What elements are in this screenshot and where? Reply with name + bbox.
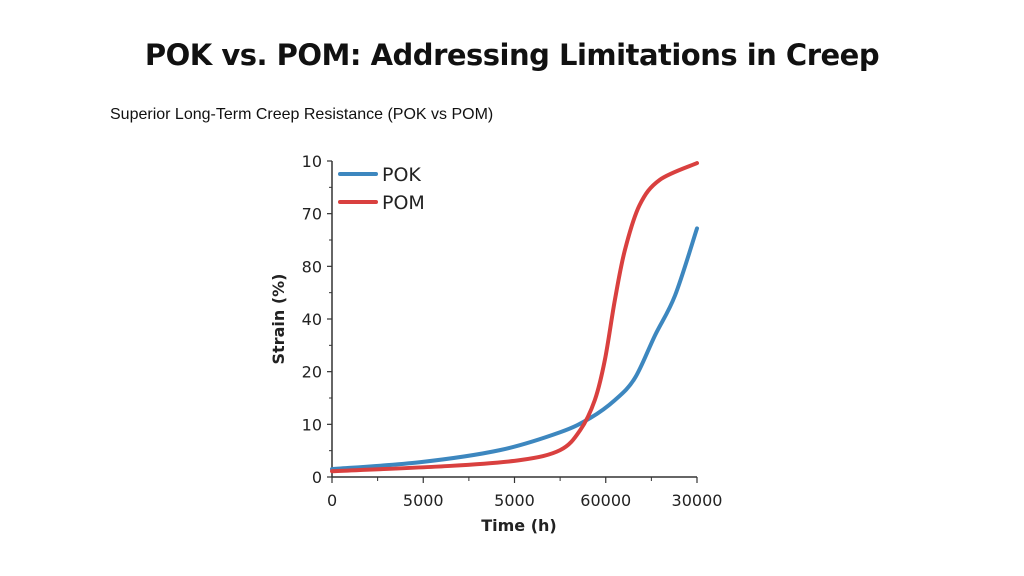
legend-label-pom: POM [382, 192, 425, 214]
x-tick-label: 60000 [580, 491, 631, 510]
legend-label-pok: POK [382, 164, 421, 186]
slide-title: POK vs. POM: Addressing Limitations in C… [144, 38, 880, 72]
x-tick-label: 5000 [494, 491, 535, 510]
x-axis-label: Time (h) [481, 516, 557, 535]
chart-subtitle: Superior Long-Term Creep Resistance (POK… [110, 106, 494, 123]
y-tick-label: 80 [302, 257, 322, 276]
y-tick-label: 0 [312, 468, 322, 487]
x-tick-label: 0 [327, 491, 337, 510]
y-tick-label: 20 [302, 363, 322, 382]
y-tick-label: 40 [302, 310, 322, 329]
series-line-pom [330, 161, 699, 474]
x-tick-label: 5000 [403, 491, 444, 510]
x-tick-label: 30000 [672, 491, 723, 510]
y-tick-label: 70 [302, 205, 322, 224]
y-axis-label: Strain (%) [269, 274, 288, 365]
y-tick-label: 10 [302, 152, 322, 171]
series-line-pok [330, 226, 699, 472]
y-tick-label: 10 [302, 415, 322, 434]
